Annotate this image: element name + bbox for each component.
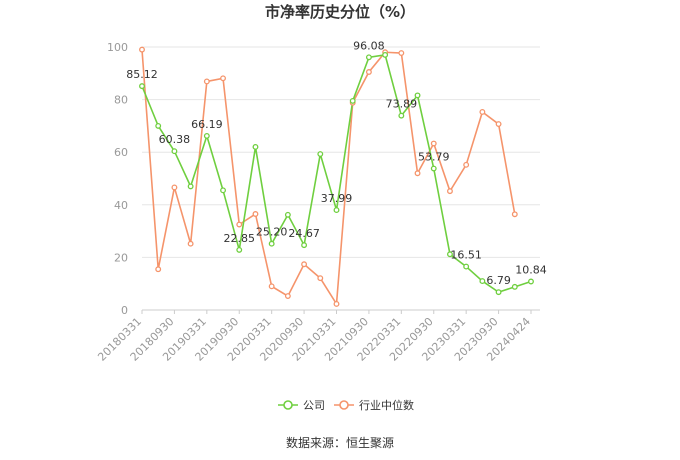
data-point (236, 246, 243, 253)
data-point (414, 170, 421, 177)
data-point (301, 242, 308, 249)
data-point (187, 183, 194, 190)
data-point (317, 151, 324, 157)
data-point (155, 266, 162, 273)
chart-title: 市净率历史分位（%） (265, 3, 415, 21)
data-point (203, 78, 210, 85)
data-label: 16.51 (450, 249, 482, 262)
data-point (155, 122, 162, 129)
data-label: 6.79 (486, 274, 511, 287)
data-point (333, 207, 340, 214)
data-point (479, 109, 486, 115)
series-points (139, 46, 534, 307)
legend-item-company[interactable]: 公司 (278, 399, 325, 412)
data-point (430, 165, 437, 172)
data-point (187, 240, 194, 247)
y-tick-label: 80 (114, 94, 128, 107)
y-axis-ticks: 0 20 40 60 80 100 (107, 41, 128, 317)
legend-swatch-marker (339, 400, 349, 410)
data-point (365, 54, 372, 61)
legend-label: 行业中位数 (359, 398, 414, 412)
data-point (220, 75, 226, 82)
x-axis: 2018033120180930201903312019093020200331… (95, 309, 540, 364)
data-point (203, 132, 210, 139)
y-tick-label: 100 (107, 41, 128, 54)
data-point (171, 148, 178, 155)
data-source-note: 数据来源：恒生聚源 (286, 435, 394, 450)
data-label: 24.67 (288, 227, 320, 240)
data-point (252, 211, 259, 217)
data-point (511, 283, 518, 290)
data-label: 25.20 (256, 226, 288, 239)
data-point (236, 221, 243, 228)
data-point (317, 275, 324, 282)
data-point (398, 50, 405, 56)
data-point (495, 121, 502, 128)
data-point (463, 263, 470, 270)
data-point (414, 92, 421, 99)
data-point (382, 51, 389, 58)
data-label: 10.84 (515, 263, 547, 276)
data-label: 73.89 (386, 98, 418, 111)
data-point (171, 184, 178, 191)
data-point (220, 187, 226, 194)
data-point (139, 46, 145, 53)
data-point (268, 240, 275, 247)
data-point (447, 251, 453, 258)
data-label: 85.12 (126, 68, 158, 81)
data-label: 53.79 (418, 151, 450, 164)
data-point (301, 261, 308, 268)
data-point (479, 278, 486, 285)
data-point (349, 97, 356, 104)
data-point (463, 161, 470, 168)
legend-label: 公司 (303, 399, 325, 412)
legend-item-industry-median[interactable]: 行业中位数 (334, 398, 414, 412)
data-label: 60.38 (159, 133, 191, 146)
data-point (284, 293, 291, 300)
data-label: 37.99 (321, 192, 353, 205)
y-tick-label: 0 (121, 304, 128, 317)
data-point (495, 289, 502, 296)
y-tick-label: 60 (114, 146, 128, 159)
data-point (447, 188, 453, 195)
data-point (268, 283, 275, 290)
data-label: 96.08 (353, 39, 385, 52)
y-tick-label: 40 (114, 199, 128, 212)
y-tick-label: 20 (114, 251, 128, 264)
data-point (365, 69, 372, 75)
data-point (430, 140, 437, 147)
series-lines (141, 49, 532, 307)
data-point (511, 211, 518, 218)
data-point (284, 211, 291, 218)
data-label: 22.85 (224, 232, 256, 245)
data-point (252, 143, 259, 150)
series-line-industry-median (141, 49, 516, 307)
data-point (528, 278, 534, 285)
data-label: 66.19 (191, 118, 223, 131)
legend-swatch-marker (283, 400, 293, 410)
data-point (139, 83, 145, 90)
data-point (333, 301, 340, 307)
data-point (398, 112, 405, 119)
legend[interactable]: 公司 行业中位数 (278, 398, 414, 412)
